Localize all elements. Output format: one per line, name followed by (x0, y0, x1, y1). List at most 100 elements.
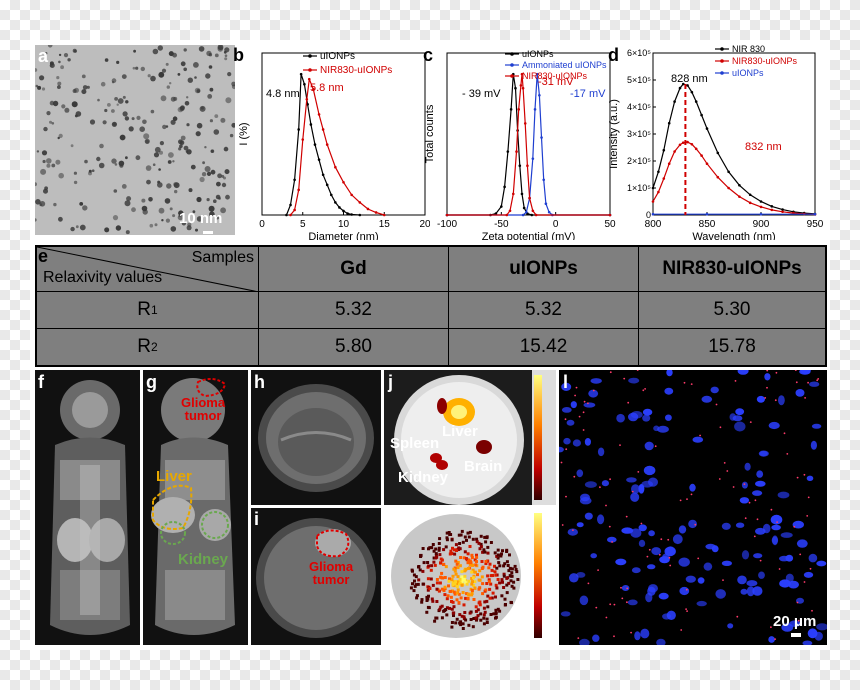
nanoparticle-signal (609, 478, 611, 481)
tem-particle (51, 163, 56, 168)
tem-particle (216, 181, 221, 187)
cell-nucleus (741, 550, 750, 560)
heatmap-pixel (472, 598, 476, 601)
data-point (342, 180, 345, 184)
data-point (358, 213, 362, 217)
nanoparticle-signal (578, 415, 581, 418)
nanoparticle-signal (597, 569, 599, 571)
tem-particle (159, 141, 164, 146)
heatmap-pixel (493, 564, 496, 568)
data-point (521, 86, 525, 90)
nanoparticle-signal (749, 421, 752, 423)
data-point (538, 93, 541, 97)
chart-b: 0 5 10 15 20 Diameter (nm) I (%) uIONPs NIR830-u… (238, 51, 430, 240)
heatmap-pixel (420, 598, 424, 602)
heatmap-pixel (435, 581, 439, 585)
tem-particle (214, 53, 219, 58)
confocal-scale-label: 20 μm (773, 613, 817, 630)
heatmap-pixel (470, 563, 474, 567)
tem-particle (91, 169, 95, 172)
nanoparticle-signal (626, 601, 628, 604)
cell-nucleus (666, 370, 673, 377)
heatmap-pixel (445, 613, 449, 617)
heatmap-pixel (415, 596, 419, 600)
data-point (494, 212, 498, 215)
heatmap-pixel (512, 586, 516, 590)
cell-nucleus (576, 572, 586, 578)
data-point (285, 213, 288, 217)
heatmap-pixel (457, 601, 461, 605)
tem-particle (58, 216, 63, 222)
nanoparticle-signal (685, 588, 688, 591)
heatmap-pixel (483, 610, 487, 614)
tem-particle (70, 144, 74, 148)
cell-nucleus (664, 387, 674, 395)
tem-particle (57, 85, 61, 89)
heatmap-pixel (459, 533, 463, 537)
heatmap-pixel (427, 547, 430, 551)
data-point (293, 178, 296, 182)
heatmap-pixel (420, 600, 424, 604)
tem-particle (139, 126, 145, 132)
tem-particle (204, 146, 207, 149)
heatmap-pixel (432, 556, 436, 560)
heatmap-pixel (434, 554, 438, 557)
nanoparticle-signal (648, 548, 651, 551)
mri-body-g (151, 378, 235, 635)
heatmap-pixel (411, 582, 414, 586)
tem-particle (44, 186, 48, 191)
data-point (321, 173, 325, 177)
heatmap-pixel (494, 595, 497, 599)
nanoparticle-signal (776, 521, 778, 523)
heatmap-pixel (416, 582, 420, 586)
cell-nucleus (615, 558, 627, 566)
tem-particle (61, 104, 66, 109)
heatmap-pixel (452, 605, 456, 609)
label-kidney-g: Kidney (178, 551, 229, 568)
heatmap-pixel (466, 592, 470, 596)
nanoparticle-signal (619, 444, 621, 446)
cell-nucleus (679, 586, 690, 596)
y-tick-label: 6×10⁵ (627, 48, 651, 58)
data-point (514, 86, 517, 90)
y-tick-label: 0 (646, 210, 651, 220)
heatmap-pixel (499, 554, 503, 558)
heatmap-pixel (461, 591, 465, 594)
data-point (694, 147, 698, 151)
heatmap-pixel (460, 580, 464, 584)
x-tick-label: 900 (753, 219, 770, 230)
data-point (518, 164, 522, 167)
heatmap-pixel (507, 569, 511, 573)
data-point (358, 201, 362, 204)
tem-particle (214, 114, 219, 118)
heatmap-pixel (469, 618, 473, 621)
cell-nucleus (590, 378, 602, 384)
heatmap-pixel (462, 578, 466, 582)
nanoparticle-signal (690, 383, 693, 385)
heatmap-pixel (429, 568, 433, 572)
nanoparticle-signal (669, 564, 672, 567)
cell-nucleus (737, 575, 747, 585)
heatmap-pixel (489, 613, 493, 616)
cell-nucleus (735, 408, 745, 416)
tem-particle (96, 156, 101, 162)
tem-particle (36, 150, 40, 153)
tem-particle (161, 68, 167, 73)
tem-particle (136, 115, 141, 120)
legend-marker (510, 74, 514, 78)
tem-particle (58, 60, 61, 64)
cell-nucleus (561, 382, 572, 391)
heatmap-pixel (451, 580, 455, 584)
heatmap-pixel (451, 574, 455, 578)
data-point (321, 128, 325, 131)
heatmap-pixel (496, 578, 500, 581)
cell-nucleus (768, 421, 780, 430)
heatmap-pixel (454, 559, 458, 563)
tem-particle (174, 189, 178, 194)
tem-particle (188, 188, 193, 193)
data-point (662, 148, 666, 152)
nanoparticle-signal (642, 389, 645, 392)
data-point (542, 178, 546, 182)
tem-particle (199, 105, 206, 112)
tem-particle (186, 225, 192, 231)
